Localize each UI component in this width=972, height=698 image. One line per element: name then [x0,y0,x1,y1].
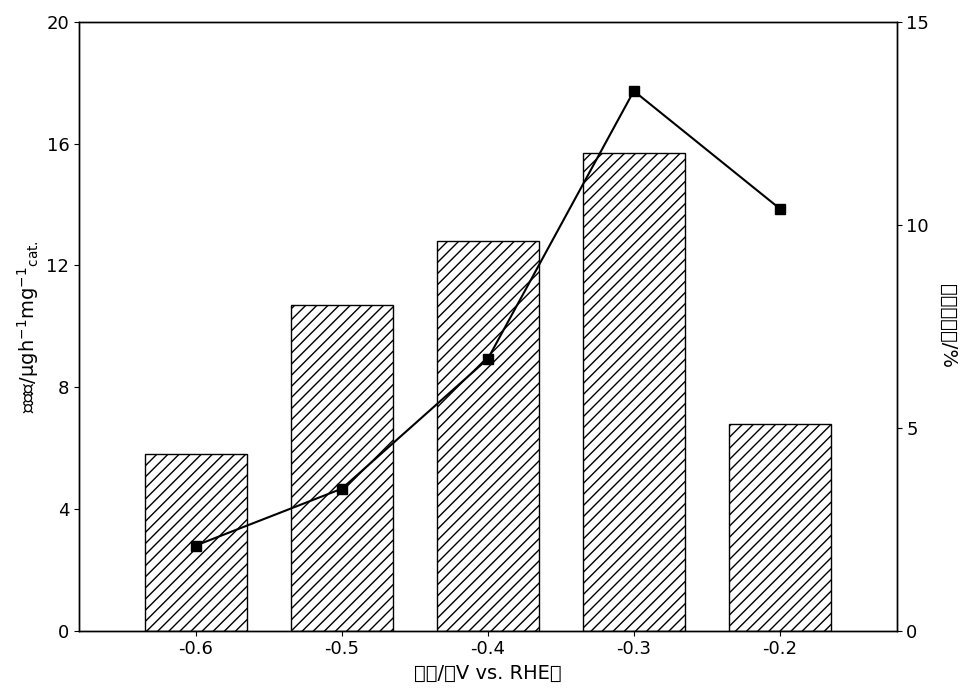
Bar [291,305,393,631]
Bar [145,454,247,631]
Bar [729,424,831,631]
Bar [436,241,538,631]
Bar [583,153,685,631]
Y-axis label: 法拉第效率/%: 法拉第效率/% [938,284,957,369]
Y-axis label: 产氨量/μgh$^{-1}$mg$^{-1}$${_\mathrm{cat.}}$: 产氨量/μgh$^{-1}$mg$^{-1}$${_\mathrm{cat.}}… [15,240,41,413]
X-axis label: 电压/（V vs. RHE）: 电压/（V vs. RHE） [414,664,562,683]
